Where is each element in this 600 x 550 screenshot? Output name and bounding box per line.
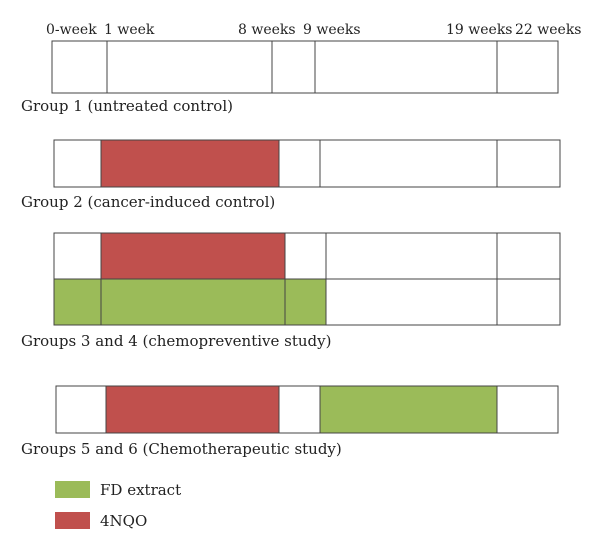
legend-swatch-4nqo: [55, 512, 90, 529]
legend: FD extract 4NQO: [55, 481, 181, 530]
group-2-bar: [53, 139, 561, 188]
group-5-6-label: Groups 5 and 6 (Chemotherapeutic study): [21, 440, 342, 458]
legend-swatch-fd-extract: [55, 481, 90, 498]
timeline-label-19-weeks: 19 weeks: [446, 22, 513, 38]
timeline-label-0-week: 0-week: [46, 22, 97, 38]
timeline-label-1-week: 1 week: [104, 22, 155, 38]
group-5-6-fd-extract-segment: [319, 385, 498, 434]
timeline-label-8-weeks: 8 weeks: [238, 22, 296, 38]
group-1-bar: [51, 40, 559, 94]
group-5-6-nqo-segment: [105, 385, 280, 434]
group-1-frame: [51, 40, 559, 94]
group-3-4-label: Groups 3 and 4 (chemopreventive study): [21, 332, 331, 350]
group-2-nqo-segment: [100, 139, 280, 188]
timeline-label-22-weeks: 22 weeks: [515, 22, 582, 38]
group-3-4-nqo-segment: [100, 232, 286, 280]
legend-label-4nqo: 4NQO: [100, 512, 147, 530]
group-2-label: Group 2 (cancer-induced control): [21, 193, 275, 211]
group-1-label: Group 1 (untreated control): [21, 97, 233, 115]
timeline-labels: 0-week 1 week 8 weeks 9 weeks 19 weeks 2…: [46, 22, 582, 38]
timeline-label-9-weeks: 9 weeks: [303, 22, 361, 38]
group-5-6-bar: [55, 385, 559, 434]
group-3-4-fd-extract-segment: [53, 278, 327, 326]
group-3-4-bar: [53, 232, 561, 326]
legend-label-fd-extract: FD extract: [100, 481, 181, 499]
